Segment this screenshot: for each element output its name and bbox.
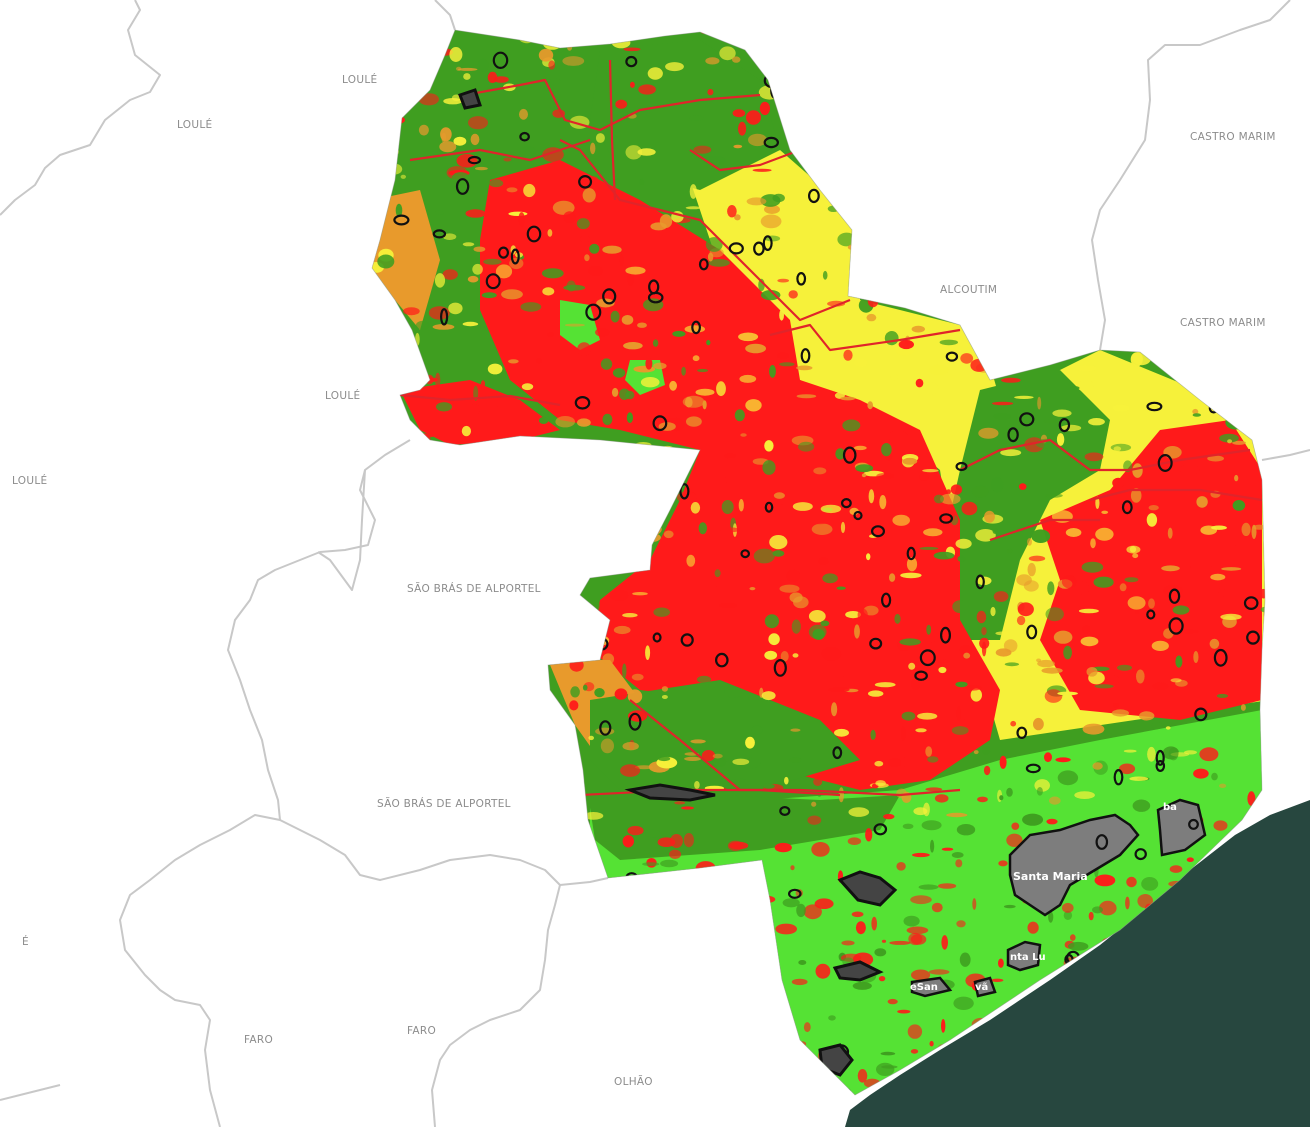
town-label-santo-estevao: eSan	[910, 982, 938, 993]
label-faro-east: FARO	[407, 1025, 436, 1037]
label-loule-west: LOULÉ	[12, 474, 47, 487]
town-label-estevao-tail: vã	[975, 982, 988, 993]
label-castro-marim-south: CASTRO MARIM	[1180, 317, 1266, 329]
town-label-santa-luzia: nta Lu	[1010, 952, 1046, 963]
label-e-fragment: É	[22, 935, 29, 948]
label-sao-bras-upper: SÃO BRÁS DE ALPORTEL	[407, 582, 541, 595]
label-faro-west: FARO	[244, 1034, 273, 1046]
label-castro-marim-north: CASTRO MARIM	[1190, 131, 1276, 143]
town-label-cabanas: ba	[1163, 802, 1177, 813]
town-labels: Santa Maria nta Lu eSan vã ba	[910, 802, 1177, 993]
label-sao-bras-lower: SÃO BRÁS DE ALPORTEL	[377, 797, 511, 810]
town-label-santa-maria: Santa Maria	[1013, 870, 1088, 883]
label-loule-northwest: LOULÉ	[177, 118, 212, 131]
place-labels: LOULÉ LOULÉ LOULÉ LOULÉ CASTRO MARIM CAS…	[12, 73, 1276, 1088]
label-olhao: OLHÃO	[614, 1075, 653, 1088]
label-alcoutim: ALCOUTIM	[940, 284, 997, 296]
label-loule-north: LOULÉ	[342, 73, 377, 86]
sea-area	[845, 800, 1310, 1127]
label-loule-center: LOULÉ	[325, 389, 360, 402]
